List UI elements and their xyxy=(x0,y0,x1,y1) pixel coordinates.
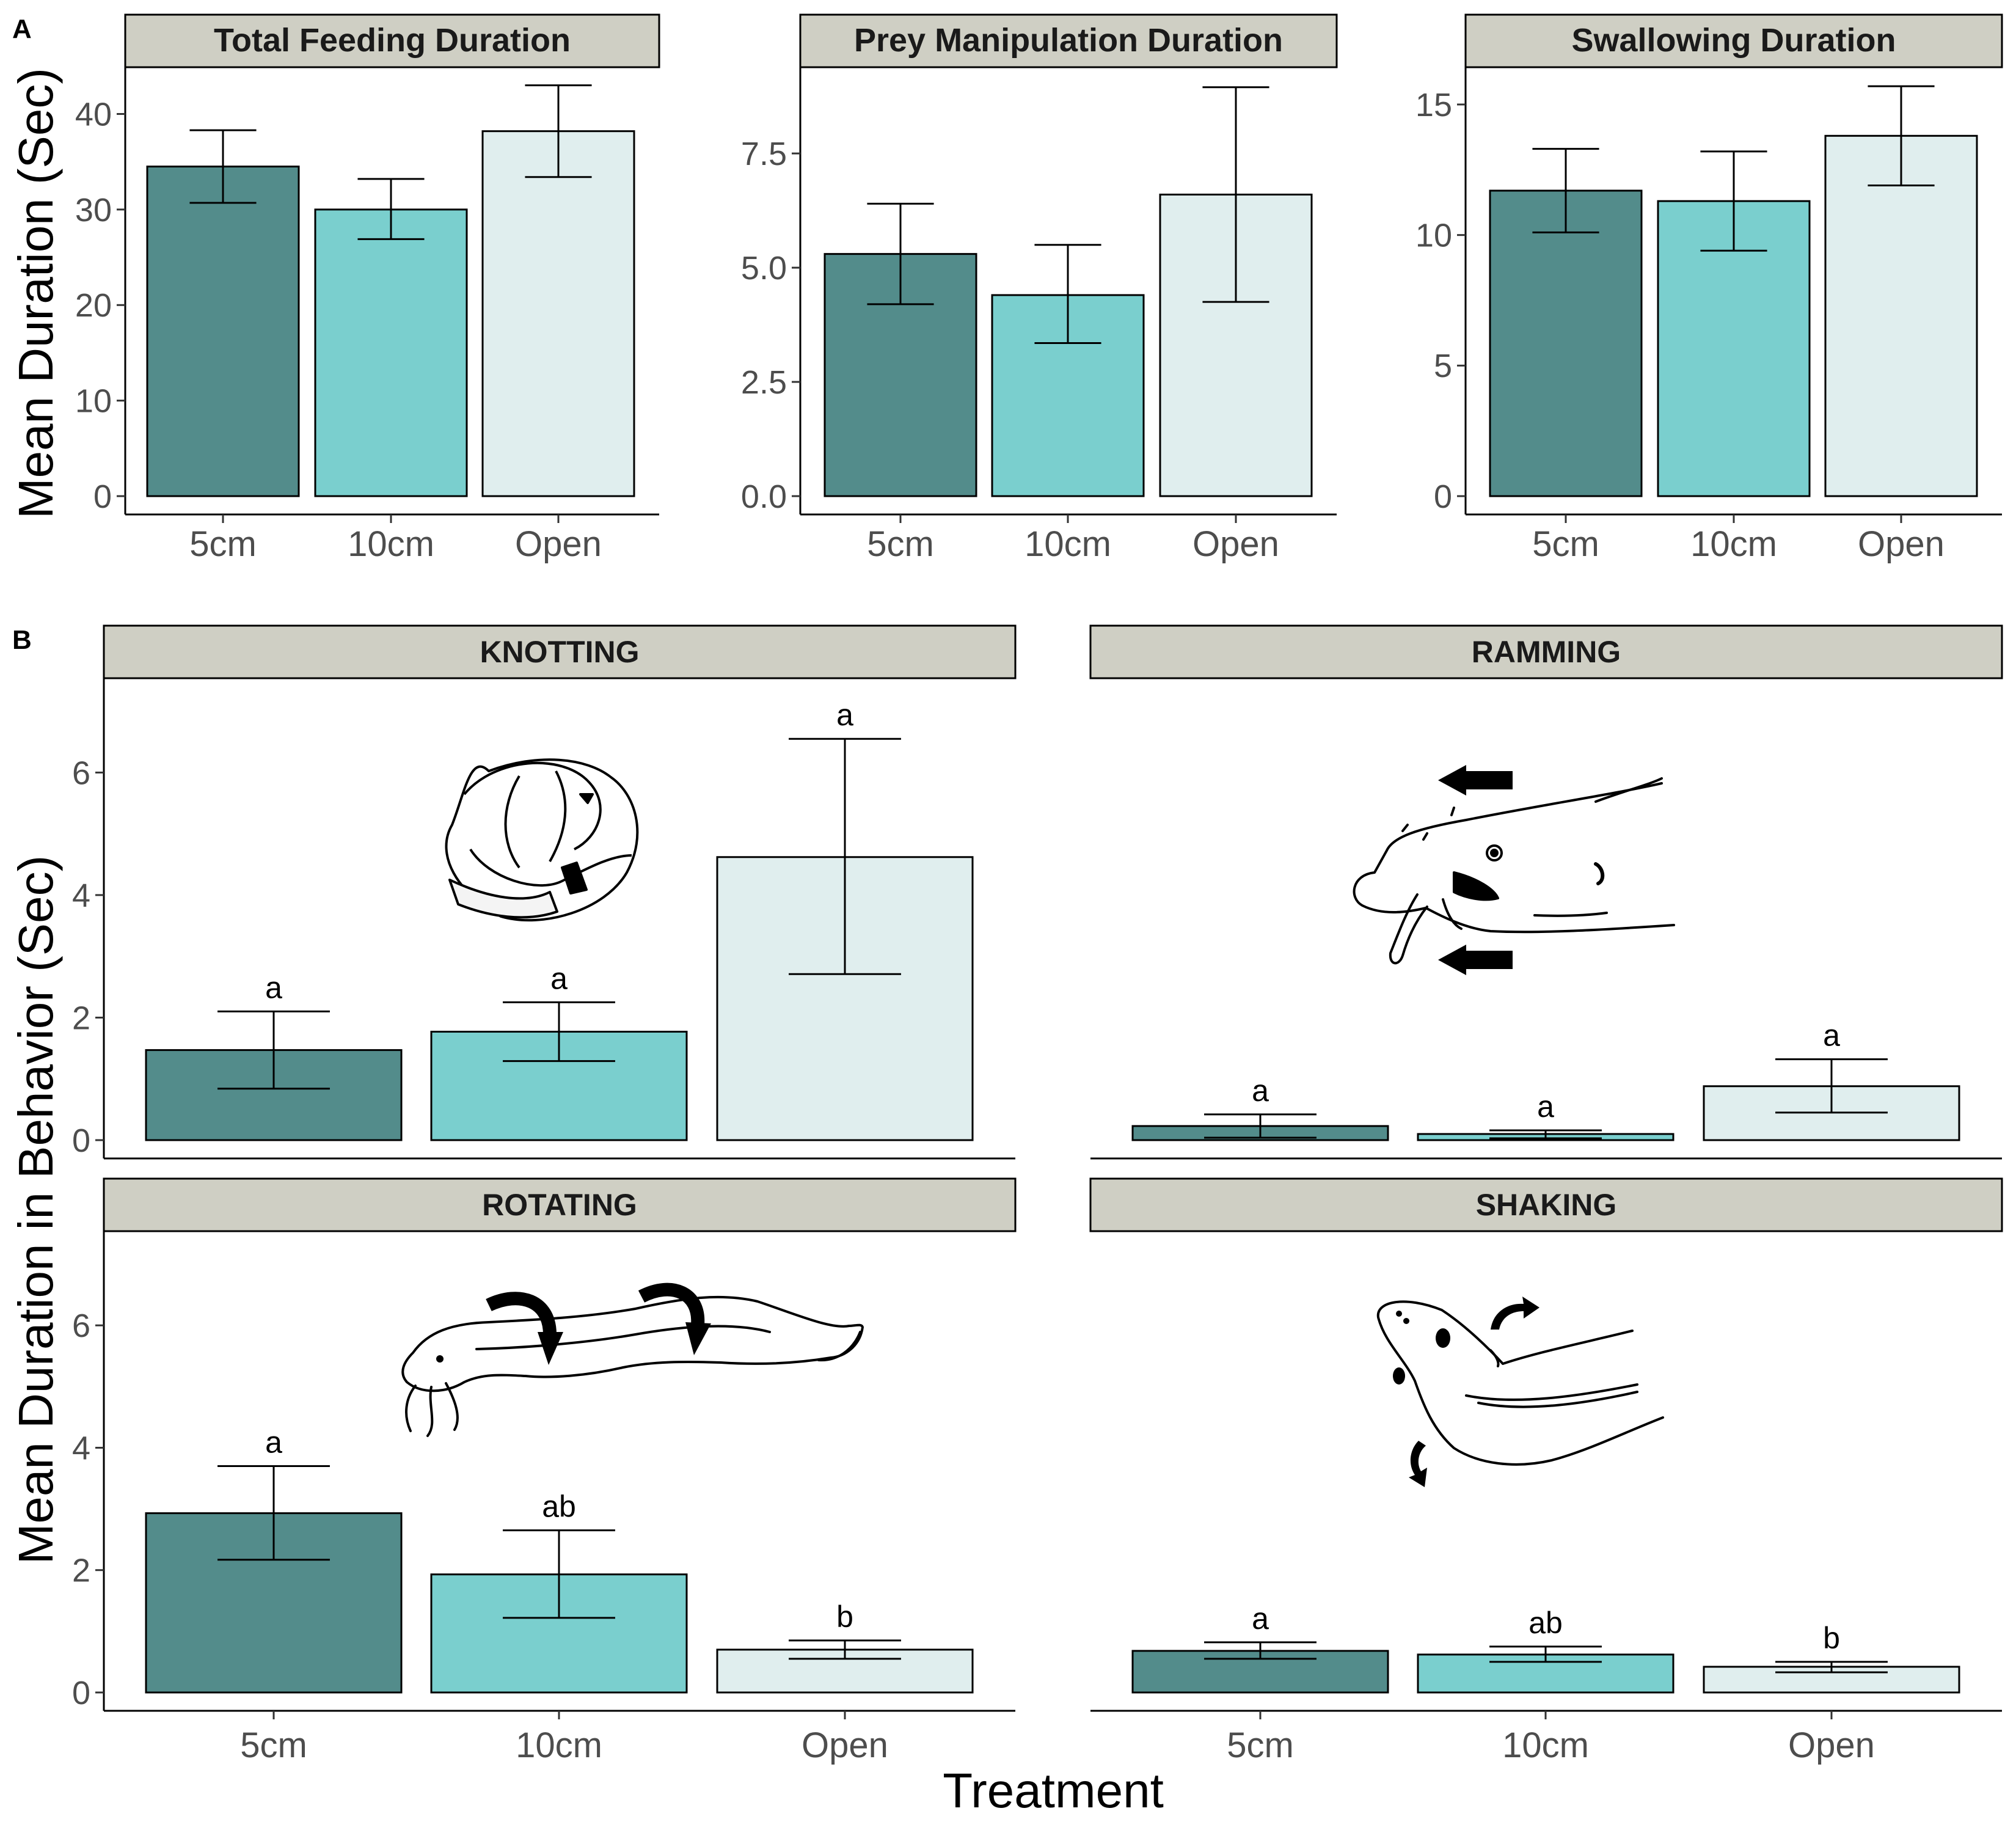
bar-5cm xyxy=(146,166,300,497)
significance-label: ab xyxy=(1528,1606,1563,1640)
chart-ramming: RAMMING a a a xyxy=(1089,624,2003,1160)
y-tick-label: 30 xyxy=(75,192,112,229)
y-tick-label: 6 xyxy=(72,1308,90,1344)
y-axis-title-b: Mean Duration in Behavior (Sec) xyxy=(9,855,63,1565)
strip-header xyxy=(103,1177,1017,1232)
x-tick-label: 5cm xyxy=(189,524,257,564)
shaking-fish-illustration xyxy=(1376,1300,1664,1466)
y-tick-label: 0.0 xyxy=(741,478,787,515)
y-tick-label: 10 xyxy=(1415,218,1452,254)
panel-title: KNOTTING xyxy=(480,635,639,669)
rotate-arrow-icon xyxy=(486,1282,705,1335)
y-tick-label: 2.5 xyxy=(741,364,787,401)
plot-area: 0 2 4 6 a 5cm ab 10cm b Open xyxy=(72,1231,1015,1765)
panel-title: Swallowing Duration xyxy=(1571,22,1896,59)
plot-area: 0 5 10 15 5cm 10cm Open xyxy=(1415,67,2002,564)
shake-marks-icon xyxy=(1393,1297,1539,1487)
x-tick-label: 5cm xyxy=(1227,1725,1294,1765)
x-tick-label: 10cm xyxy=(1690,524,1777,564)
bar-open xyxy=(1824,134,1978,497)
chart-total-feeding-duration: Total Feeding Duration 0 10 20 30 40 5cm 10cm O… xyxy=(75,13,660,564)
chart-prey-manipulation-duration: Prey Manipulation Duration 0.0 2.5 5.0 7.5 5… xyxy=(741,13,1338,564)
chart-swallowing-duration: Swallowing Duration 0 5 10 15 5cm 10cm Open xyxy=(1415,13,2003,564)
x-tick-label: 10cm xyxy=(1024,524,1111,564)
y-tick-label: 2 xyxy=(72,1553,90,1589)
plot-area: 0 10 20 30 40 5cm 10cm Open xyxy=(75,67,659,564)
significance-label: a xyxy=(1252,1074,1269,1108)
significance-label: a xyxy=(836,698,853,732)
significance-label: ab xyxy=(542,1490,576,1524)
x-tick-label: 10cm xyxy=(348,524,434,564)
x-axis-title: Treatment xyxy=(943,1763,1164,1818)
rotate-arrowhead-icon xyxy=(538,1322,711,1365)
panel-title: Prey Manipulation Duration xyxy=(854,22,1283,59)
bar-5cm xyxy=(1489,189,1643,497)
panel-letter-b: B xyxy=(12,625,32,655)
strip-header xyxy=(1464,13,2003,68)
significance-label: a xyxy=(265,970,282,1004)
chart-knotting: KNOTTING 0 2 4 6 a a a xyxy=(72,624,1017,1160)
rotating-eel-illustration xyxy=(401,1295,864,1437)
chart-shaking: SHAKING a 5cm ab 10cm b Open xyxy=(1089,1177,2003,1765)
significance-label: a xyxy=(1252,1601,1269,1636)
plot-area: a a a xyxy=(1090,1019,2002,1160)
x-tick-label: Open xyxy=(1858,524,1945,564)
panel-letter-a: A xyxy=(12,14,32,44)
strip-header xyxy=(124,13,660,68)
x-tick-label: 10cm xyxy=(1502,1725,1589,1765)
y-tick-label: 0 xyxy=(1434,478,1452,515)
significance-label: b xyxy=(836,1600,853,1634)
x-tick-label: 5cm xyxy=(240,1725,307,1765)
bar-10cm xyxy=(314,208,468,497)
panel-title: ROTATING xyxy=(482,1188,637,1222)
y-tick-label: 7.5 xyxy=(741,136,787,172)
plot-area: 0.0 2.5 5.0 7.5 5cm 10cm Open xyxy=(741,67,1337,564)
bar-open xyxy=(481,130,635,497)
significance-label: a xyxy=(550,961,568,995)
strip-header xyxy=(1089,1177,2003,1232)
strip-header xyxy=(799,13,1338,68)
x-tick-label: Open xyxy=(1192,524,1279,564)
significance-label: a xyxy=(265,1425,282,1460)
x-tick-label: Open xyxy=(1788,1725,1875,1765)
panel-title: RAMMING xyxy=(1472,635,1621,669)
panel-title: SHAKING xyxy=(1476,1188,1617,1222)
knot-illustration xyxy=(445,758,639,922)
x-tick-label: Open xyxy=(802,1725,888,1765)
x-tick-label: 5cm xyxy=(1532,524,1599,564)
plot-area: a 5cm ab 10cm b Open xyxy=(1090,1601,2002,1765)
y-axis-title-a: Mean Duration (Sec) xyxy=(9,68,63,519)
significance-label: a xyxy=(1823,1019,1840,1053)
x-tick-label: 5cm xyxy=(867,524,934,564)
y-tick-label: 5 xyxy=(1434,348,1452,384)
significance-label: a xyxy=(1537,1089,1554,1124)
y-tick-label: 4 xyxy=(72,1430,90,1466)
y-tick-label: 2 xyxy=(72,1000,90,1036)
y-tick-label: 15 xyxy=(1415,87,1452,123)
y-tick-label: 20 xyxy=(75,287,112,324)
y-tick-label: 6 xyxy=(72,755,90,791)
y-tick-label: 10 xyxy=(75,383,112,420)
y-tick-label: 40 xyxy=(75,96,112,133)
y-tick-label: 0 xyxy=(93,478,112,515)
strip-header xyxy=(103,624,1017,679)
significance-label: b xyxy=(1823,1621,1840,1655)
ramming-fish-illustration xyxy=(1353,777,1675,965)
plot-area: 0 2 4 6 a a a xyxy=(72,678,1015,1160)
y-tick-label: 0 xyxy=(72,1122,90,1159)
y-tick-label: 5.0 xyxy=(741,250,787,287)
x-tick-label: Open xyxy=(515,524,602,564)
x-tick-label: 10cm xyxy=(516,1725,602,1765)
arrow-icon xyxy=(1438,765,1513,975)
y-tick-label: 4 xyxy=(72,877,90,914)
panel-title: Total Feeding Duration xyxy=(214,22,571,59)
strip-header xyxy=(1089,624,2003,679)
chart-rotating: ROTATING 0 2 4 6 a 5cm ab 10cm b Open xyxy=(72,1177,1017,1765)
y-tick-label: 0 xyxy=(72,1675,90,1711)
